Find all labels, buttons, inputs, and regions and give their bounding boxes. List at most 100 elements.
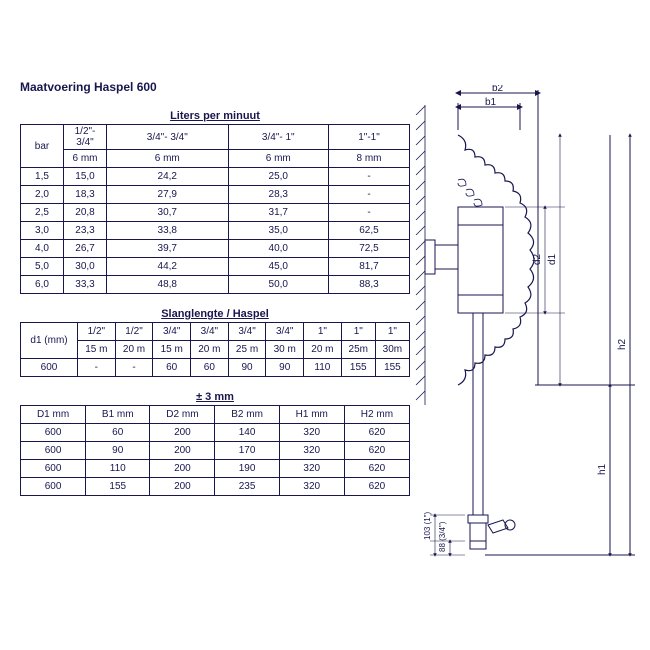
table-cell: 200 [150,442,215,460]
technical-drawing: b1 b2 d2 d1 h1 h2 103 (1") 88 (3/4") [410,85,645,565]
table-cell: 44,2 [107,258,229,276]
col-header: H1 mm [279,406,344,424]
section1-header: Liters per minuut [20,110,410,122]
table-cell: 2,0 [21,186,64,204]
col-header: D2 mm [150,406,215,424]
col-header: 20 m [115,341,153,359]
slanglengte-table: d1 (mm)1/2"1/2"3/4"3/4"3/4"3/4"1"1"1" 15… [20,322,410,377]
table-cell: 1,5 [21,168,64,186]
table-cell: 48,8 [107,276,229,294]
col-header: 1/2" [115,323,153,341]
table-cell: 110 [86,460,150,478]
col-header: 30 m [266,341,304,359]
liters-table: bar 1/2"- 3/4" 3/4"- 3/4" 3/4"- 1" 1"-1"… [20,124,410,294]
col-header: 1/2" [78,323,116,341]
col-header: 30m [375,341,409,359]
table-cell: 60 [191,359,229,377]
col-header: 3/4" [153,323,191,341]
col-h: 6 mm [64,150,107,168]
table-cell: 110 [304,359,342,377]
col-header: 15 m [78,341,116,359]
col-bar: bar [21,125,64,168]
table-cell: 320 [279,460,344,478]
col-header: D1 mm [21,406,86,424]
table-cell: 200 [150,460,215,478]
table-cell: 320 [279,478,344,496]
table-cell: 190 [215,460,279,478]
col-header: 20 m [191,341,229,359]
table-cell: 81,7 [328,258,409,276]
col-h: 3/4"- 1" [228,125,328,150]
table-cell: 320 [279,424,344,442]
table-cell: 200 [150,478,215,496]
table-cell: 600 [21,442,86,460]
table-cell: - [328,168,409,186]
col-header: 25m [341,341,375,359]
table-cell: 4,0 [21,240,64,258]
label-dim1: 103 (1") [423,511,432,540]
table-cell: - [328,186,409,204]
section2-header: Slanglengte / Haspel [20,308,410,320]
col-header: 1" [341,323,375,341]
table-cell: - [115,359,153,377]
col-h: 6 mm [107,150,229,168]
table-cell: 90 [86,442,150,460]
col-header: 20 m [304,341,342,359]
label-h1: h1 [597,463,608,475]
table-cell: 620 [344,442,409,460]
table-cell: 5,0 [21,258,64,276]
col-header: 3/4" [266,323,304,341]
table-cell: 50,0 [228,276,328,294]
label-d1: d1 [547,253,558,265]
table-cell: 600 [21,460,86,478]
table-cell: 39,7 [107,240,229,258]
col-header: 1" [304,323,342,341]
section3-header: ± 3 mm [20,391,410,403]
table-cell: 620 [344,424,409,442]
table-cell: 200 [150,424,215,442]
page-title: Maatvoering Haspel 600 [20,80,157,94]
table-cell: 26,7 [64,240,107,258]
table-cell: 27,9 [107,186,229,204]
table-cell: 31,7 [228,204,328,222]
col-header: 3/4" [228,323,266,341]
col-header: 15 m [153,341,191,359]
col-header: 3/4" [191,323,229,341]
table-cell: 24,2 [107,168,229,186]
table-cell: 20,8 [64,204,107,222]
col-h: 1"-1" [328,125,409,150]
table-cell: - [328,204,409,222]
table-cell: 600 [21,478,86,496]
table-cell: 155 [341,359,375,377]
label-b2: b2 [492,85,504,94]
table-cell: 170 [215,442,279,460]
table-cell: 155 [375,359,409,377]
table-cell: 90 [266,359,304,377]
table-cell: 90 [228,359,266,377]
col-h: 1/2"- 3/4" [64,125,107,150]
table-cell: 235 [215,478,279,496]
col-header: B1 mm [86,406,150,424]
col-header: B2 mm [215,406,279,424]
col-h: 3/4"- 3/4" [107,125,229,150]
label-h2: h2 [617,338,628,350]
col-header: 1" [375,323,409,341]
dimensions-table: D1 mmB1 mmD2 mmB2 mmH1 mmH2 mm 600602001… [20,405,410,496]
table-cell: 60 [86,424,150,442]
col-header: d1 (mm) [21,323,78,359]
table-cell: 30,7 [107,204,229,222]
table-cell: 60 [153,359,191,377]
table-cell: 3,0 [21,222,64,240]
table-cell: 35,0 [228,222,328,240]
table-cell: 23,3 [64,222,107,240]
table-cell: 88,3 [328,276,409,294]
table-cell: 2,5 [21,204,64,222]
col-h: 6 mm [228,150,328,168]
table-cell: 72,5 [328,240,409,258]
table-cell: 6,0 [21,276,64,294]
table-cell: 62,5 [328,222,409,240]
table-cell: 33,3 [64,276,107,294]
table-cell: 33,8 [107,222,229,240]
table-cell: - [78,359,116,377]
label-dim2: 88 (3/4") [438,521,447,552]
